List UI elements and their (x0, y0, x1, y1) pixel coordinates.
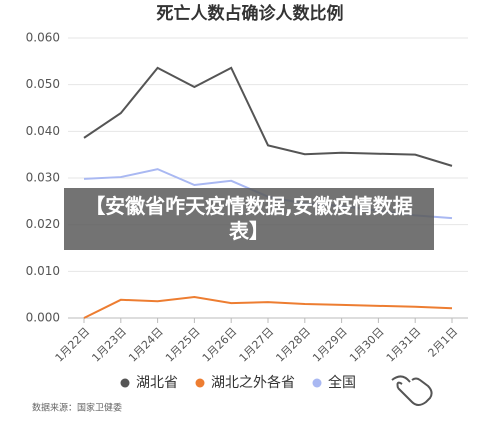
x-tick-label: 1月28日 (273, 325, 313, 365)
line-series (83, 66, 453, 167)
x-tick-label: 1月27日 (237, 325, 277, 365)
banner-text: 【安徽省咋天疫情数据,安徽疫情数据表】 (85, 194, 413, 243)
x-tick-label: 1月23日 (89, 325, 129, 365)
y-tick-label: 0.000 (26, 311, 60, 325)
y-tick-label: 0.060 (26, 31, 60, 45)
y-tick-label: 0.040 (26, 124, 60, 138)
legend-marker (312, 378, 322, 388)
legend-label: 湖北省 (136, 375, 178, 391)
chart-title: 死亡人数占确诊人数比例 (157, 3, 344, 24)
x-tick-label: 1月26日 (200, 325, 240, 365)
x-tick-label: 1月24日 (126, 325, 166, 365)
legend-marker (120, 378, 130, 388)
legend: 湖北省 湖北之外各省 全国 (120, 374, 356, 391)
y-tick-label: 0.030 (26, 171, 60, 185)
y-tick-label: 0.020 (26, 217, 60, 231)
line-series (83, 295, 453, 319)
source: 数据来源：国家卫健委 (32, 402, 122, 414)
x-tick-label: 1月31日 (384, 325, 424, 365)
banner: 【安徽省咋天疫情数据,安徽疫情数据表】 (64, 188, 434, 250)
legend-label: 全国 (328, 374, 356, 391)
x-tick-label: 1月22日 (53, 325, 93, 365)
x-tick-label: 2月1日 (426, 325, 461, 360)
legend-label: 湖北之外各省 (211, 375, 295, 391)
y-tick-label: 0.010 (26, 264, 60, 278)
x-tick-label: 1月25日 (163, 325, 203, 365)
legend-marker (195, 378, 205, 388)
y-tick-label: 0.050 (26, 77, 60, 91)
hand-icon (391, 375, 433, 406)
x-tick-label: 1月29日 (310, 325, 350, 365)
x-tick-label: 1月30日 (347, 325, 387, 365)
